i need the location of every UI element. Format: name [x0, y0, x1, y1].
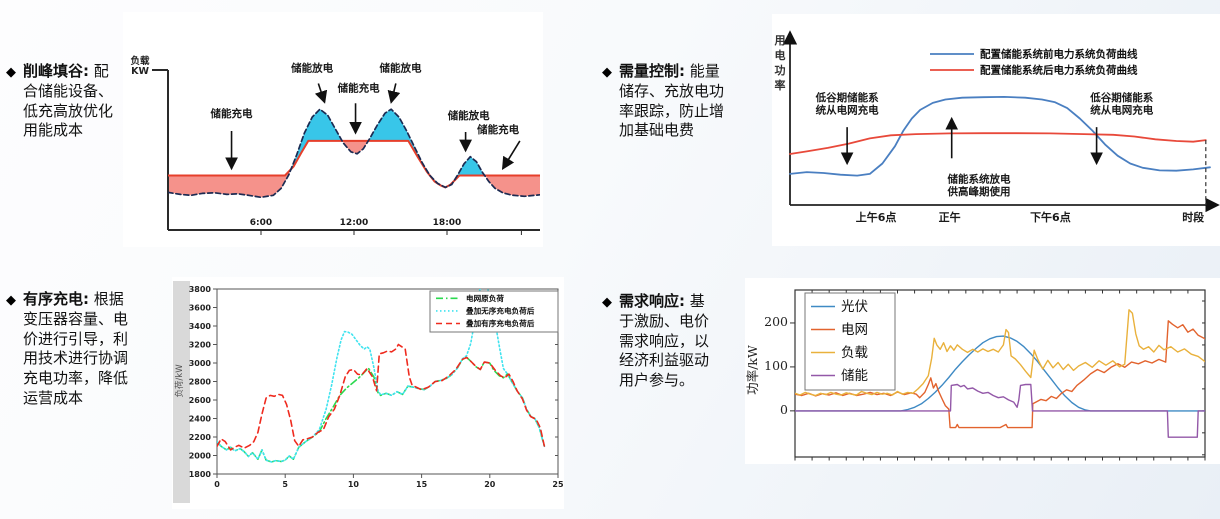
svg-text:低谷期储能系统从电网充电: 低谷期储能系统从电网充电	[815, 91, 879, 117]
svg-text:电网: 电网	[841, 322, 868, 338]
svg-text:2200: 2200	[189, 433, 212, 442]
svg-text:下午6点: 下午6点	[1030, 210, 1071, 224]
svg-text:光伏: 光伏	[841, 299, 869, 315]
svg-text:储能系统放电供高峰期使用: 储能系统放电供高峰期使用	[947, 173, 1011, 199]
svg-text:储能充电: 储能充电	[338, 81, 380, 94]
section-demand-control: ◆ 需量控制: 能量储存、充放电功率跟踪，防止增加基础电费	[602, 62, 738, 141]
section-orderly-charging: ◆ 有序充电: 根据变压器容量、电价进行引导，利用技术进行协调充电功率，降低运营…	[6, 290, 136, 409]
peak-shaving-chart-svg: 6:00 12:00 18:00储能充电储能放电储能充电储能放电储能放电储能充电负载…	[130, 55, 540, 235]
orderly-charging-chart-svg: 0 5 10 15 20 25 1800 2000 2200 2400 2600 2800 3000 32…	[173, 281, 564, 503]
svg-text:电网原负荷: 电网原负荷	[466, 293, 504, 303]
svg-text:3400: 3400	[189, 322, 212, 331]
demand-response-chart: 0 100 200 光伏电网负载储能 功率/kW	[745, 278, 1220, 464]
svg-text:叠加有序充电负荷后: 叠加有序充电负荷后	[466, 318, 535, 328]
svg-text:叠加无序充电负荷后: 叠加无序充电负荷后	[466, 306, 535, 316]
svg-text:储能充电: 储能充电	[477, 123, 519, 136]
section-body-demand-control: 能量储存、充放电功率跟踪，防止增加基础电费	[619, 62, 725, 140]
section-title-demand-response: 需求响应:	[619, 292, 685, 310]
section-title-demand-control: 需量控制:	[619, 62, 685, 80]
svg-text:3600: 3600	[189, 304, 212, 313]
diamond-bullet-icon: ◆	[6, 65, 16, 80]
svg-text:25: 25	[552, 480, 564, 489]
svg-text:3800: 3800	[189, 285, 212, 294]
svg-text:18:00: 18:00	[433, 218, 462, 228]
svg-text:低谷期储能系统从电网充电: 低谷期储能系统从电网充电	[1089, 91, 1153, 117]
section-body-demand-response: 基于激励、电价需求响应，以经济利益驱动用户参与。	[619, 292, 710, 390]
svg-text:20: 20	[484, 480, 496, 489]
svg-text:2800: 2800	[189, 378, 212, 387]
svg-text:100: 100	[764, 358, 788, 373]
section-body-peak-shaving: 配合储能设备、低充高放优化用能成本	[23, 62, 114, 140]
svg-text:储能放电: 储能放电	[380, 62, 422, 75]
svg-text:储能放电: 储能放电	[291, 62, 333, 75]
svg-text:2400: 2400	[189, 415, 212, 424]
svg-text:10: 10	[348, 480, 360, 489]
svg-text:功率/kW: 功率/kW	[745, 345, 760, 395]
svg-text:用电功率: 用电功率	[775, 34, 786, 92]
diamond-bullet-icon: ◆	[6, 293, 16, 308]
svg-text:时段: 时段	[1182, 210, 1204, 224]
svg-text:1800: 1800	[189, 470, 212, 479]
svg-text:2000: 2000	[189, 452, 212, 461]
diamond-bullet-icon: ◆	[602, 65, 612, 80]
svg-text:5: 5	[282, 480, 288, 489]
svg-text:储能放电: 储能放电	[448, 109, 490, 122]
svg-text:配置储能系统后电力系统负荷曲线: 配置储能系统后电力系统负荷曲线	[980, 64, 1138, 77]
diamond-bullet-icon: ◆	[602, 295, 612, 310]
section-body-orderly-charging: 根据变压器容量、电价进行引导，利用技术进行协调充电功率，降低运营成本	[23, 290, 129, 407]
svg-text:3000: 3000	[189, 359, 212, 368]
svg-text:配置储能系统前电力系统负荷曲线: 配置储能系统前电力系统负荷曲线	[980, 48, 1138, 61]
svg-text:2600: 2600	[189, 396, 212, 405]
svg-text:15: 15	[416, 480, 428, 489]
peak-shaving-chart: 6:00 12:00 18:00 储能充电 储能放电 储能充电 储能放电 储能放电 储能充电 负载…	[123, 12, 543, 247]
section-title-peak-shaving: 削峰填谷:	[23, 62, 89, 80]
svg-text:正午: 正午	[939, 210, 961, 224]
svg-text:负载: 负载	[841, 345, 868, 361]
section-peak-shaving: ◆ 削峰填谷: 配合储能设备、低充高放优化用能成本	[6, 62, 130, 141]
svg-text:12:00: 12:00	[340, 218, 369, 228]
svg-text:负荷/kW: 负荷/kW	[174, 364, 185, 398]
section-demand-response: ◆ 需求响应: 基于激励、电价需求响应，以经济利益驱动用户参与。	[602, 292, 726, 391]
svg-text:200: 200	[764, 314, 788, 329]
section-title-orderly-charging: 有序充电:	[23, 290, 89, 308]
svg-text:0: 0	[214, 480, 220, 489]
orderly-charging-chart: 0 5 10 15 20 25 1800 2000 2200 2400 2600 2800 3000 32…	[172, 277, 564, 509]
demand-control-chart: 上午6点 正午 下午6点 时段 低谷期储能系统从电网充电储能系统放电供高峰期使用 低谷期储…	[772, 14, 1220, 246]
svg-text:6:00: 6:00	[250, 218, 272, 228]
svg-text:储能充电: 储能充电	[211, 107, 253, 120]
svg-text:储能: 储能	[841, 368, 868, 384]
svg-text:3200: 3200	[189, 341, 212, 350]
svg-text:上午6点: 上午6点	[856, 210, 897, 224]
svg-text:0: 0	[780, 402, 788, 417]
